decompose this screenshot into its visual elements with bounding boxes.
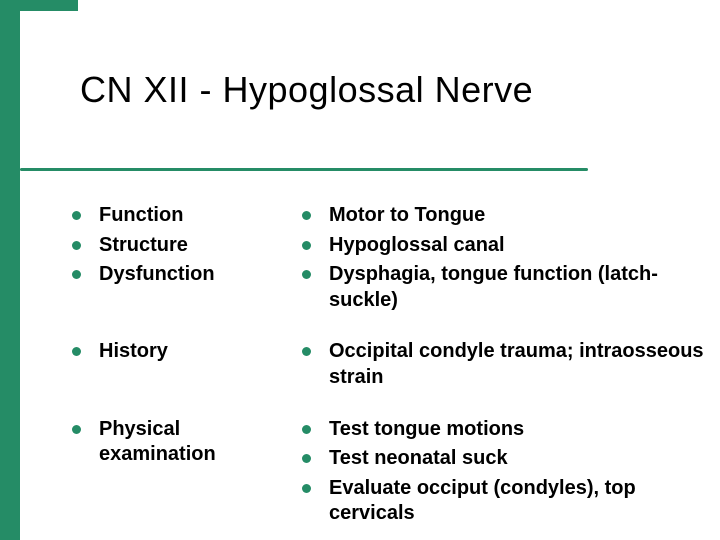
- list-item: Occipital condyle trauma; intraosseous s…: [302, 339, 712, 390]
- list-item-text: Test neonatal suck: [329, 446, 712, 472]
- bullet-icon: [72, 347, 81, 356]
- list-item-text: Motor to Tongue: [329, 203, 712, 229]
- group-right-col: Test tongue motions Test neonatal suck E…: [302, 417, 712, 531]
- group-left-col: Physical examination: [72, 417, 302, 472]
- list-item: Dysphagia, tongue function (latch-suckle…: [302, 262, 712, 313]
- list-item-text: Occipital condyle trauma; intraosseous s…: [329, 339, 712, 390]
- content-group: History Occipital condyle trauma; intrao…: [72, 339, 712, 394]
- list-item: Motor to Tongue: [302, 203, 712, 229]
- list-item-text: Test tongue motions: [329, 417, 712, 443]
- list-item: Hypoglossal canal: [302, 233, 712, 259]
- bullet-icon: [302, 484, 311, 493]
- list-item-text: Hypoglossal canal: [329, 233, 712, 259]
- bullet-icon: [72, 270, 81, 279]
- list-item-text: Dysphagia, tongue function (latch-suckle…: [329, 262, 712, 313]
- bullet-icon: [302, 211, 311, 220]
- bullet-icon: [72, 241, 81, 250]
- list-item: Function: [72, 203, 302, 229]
- group-right-col: Motor to Tongue Hypoglossal canal Dyspha…: [302, 203, 712, 317]
- bullet-icon: [302, 347, 311, 356]
- group-left-col: History: [72, 339, 302, 369]
- bullet-icon: [302, 270, 311, 279]
- slide-content: Function Structure Dysfunction Motor to …: [72, 203, 712, 540]
- list-item-text: Function: [99, 203, 302, 229]
- list-item-text: Dysfunction: [99, 262, 302, 288]
- slide-card: CN XII - Hypoglossal Nerve Function Stru…: [20, 11, 720, 540]
- content-group: Function Structure Dysfunction Motor to …: [72, 203, 712, 317]
- list-item: Structure: [72, 233, 302, 259]
- content-group: Physical examination Test tongue motions…: [72, 417, 712, 531]
- list-item: Test neonatal suck: [302, 446, 712, 472]
- slide-stage: CN XII - Hypoglossal Nerve Function Stru…: [0, 0, 720, 540]
- list-item: Physical examination: [72, 417, 302, 468]
- bullet-icon: [302, 241, 311, 250]
- list-item-text: Structure: [99, 233, 302, 259]
- bullet-icon: [302, 454, 311, 463]
- list-item-text: History: [99, 339, 302, 365]
- horizontal-rule: [20, 168, 588, 171]
- list-item: Test tongue motions: [302, 417, 712, 443]
- slide-title: CN XII - Hypoglossal Nerve: [80, 69, 533, 111]
- list-item-text: Evaluate occiput (condyles), top cervica…: [329, 476, 712, 527]
- bullet-icon: [72, 425, 81, 434]
- list-item: Evaluate occiput (condyles), top cervica…: [302, 476, 712, 527]
- list-item: History: [72, 339, 302, 365]
- group-right-col: Occipital condyle trauma; intraosseous s…: [302, 339, 712, 394]
- list-item: Dysfunction: [72, 262, 302, 288]
- group-left-col: Function Structure Dysfunction: [72, 203, 302, 292]
- bullet-icon: [302, 425, 311, 434]
- list-item-text: Physical examination: [99, 417, 302, 468]
- bullet-icon: [72, 211, 81, 220]
